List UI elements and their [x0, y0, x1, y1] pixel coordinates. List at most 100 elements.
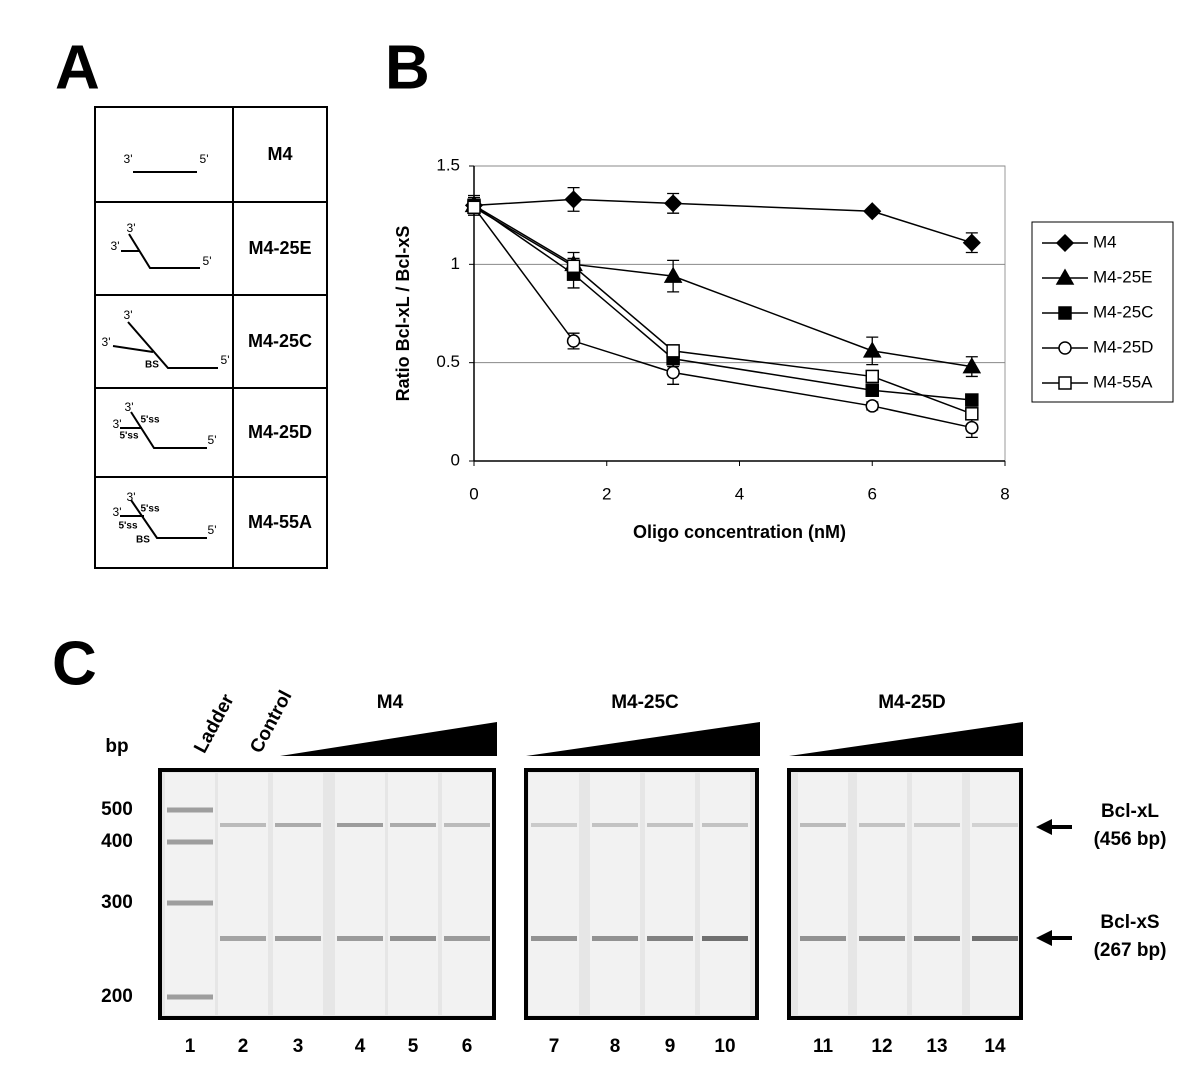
- strand: [130, 499, 207, 539]
- oligo-name: M4-25D: [248, 422, 312, 442]
- lane-number: 3: [293, 1036, 304, 1057]
- marker: [566, 334, 581, 348]
- x-tick-label: 4: [735, 484, 744, 503]
- band: [914, 823, 960, 827]
- legend-label: M4-55A: [1093, 372, 1153, 391]
- lane: [645, 773, 695, 1015]
- band: [647, 936, 693, 941]
- oligo-name: M4-25E: [248, 238, 311, 258]
- strand: [130, 411, 207, 449]
- ladder-band: [167, 900, 213, 906]
- legend-label: M4-25E: [1093, 267, 1153, 286]
- gel-frame: [787, 768, 1023, 1020]
- lane-number: 12: [871, 1036, 892, 1057]
- site-label: 5'ss: [118, 521, 138, 532]
- end-label: 3': [124, 152, 133, 166]
- site-label: 5'ss: [140, 504, 160, 515]
- marker: [467, 200, 481, 215]
- marker: [863, 202, 882, 221]
- lane-header: Control: [246, 687, 296, 756]
- band: [914, 936, 960, 941]
- site-label: 5'ss: [119, 431, 139, 442]
- strand: [127, 321, 218, 369]
- bp-marker: 300: [101, 892, 133, 913]
- band: [275, 823, 321, 827]
- strand: [112, 345, 154, 353]
- end-label: 3': [125, 400, 134, 414]
- band-size: (267 bp): [1094, 940, 1167, 961]
- ladder-band: [167, 807, 213, 813]
- lane-number: 6: [462, 1036, 473, 1057]
- bp-marker: 500: [101, 799, 133, 820]
- series-line: [473, 206, 973, 415]
- marker: [965, 407, 979, 421]
- arrows: [1036, 819, 1072, 946]
- marker: [1058, 306, 1072, 320]
- marker: [1055, 268, 1075, 285]
- marker: [1058, 376, 1072, 390]
- lane: [912, 773, 962, 1015]
- marker: [862, 341, 882, 358]
- marker: [663, 266, 683, 283]
- line-chart: 0 0.5 1 1.5 0 2 4 6 8 Oligo concentration (nM) Rat…: [393, 155, 1174, 542]
- band: [702, 823, 748, 827]
- band-name: Bcl-xL: [1101, 801, 1159, 822]
- series-line: [473, 204, 972, 368]
- legend-box: [1031, 221, 1174, 403]
- panel-label: B: [385, 33, 430, 102]
- band: [444, 936, 490, 941]
- arrow-head: [1036, 819, 1052, 835]
- bp-label: bp: [105, 736, 128, 757]
- lane-number: 1: [185, 1036, 196, 1057]
- marker: [965, 420, 979, 435]
- site-label: 5'ss: [140, 415, 160, 426]
- marker: [865, 369, 879, 384]
- end-label: 3': [113, 417, 122, 431]
- end-label: 3': [127, 221, 136, 235]
- end-label: 3': [111, 239, 120, 253]
- gel-frame: [524, 768, 759, 1020]
- band: [702, 936, 748, 941]
- band: [337, 823, 383, 827]
- arrow-head: [1036, 930, 1052, 946]
- band: [859, 823, 905, 827]
- lane: [970, 773, 1020, 1015]
- lane: [335, 773, 385, 1015]
- marker: [965, 393, 979, 407]
- lane-number: 11: [813, 1036, 834, 1057]
- group-label: M4-25D: [878, 692, 946, 713]
- y-tick-label: 0.5: [436, 352, 460, 371]
- marker: [666, 344, 680, 358]
- lane-number: 14: [984, 1036, 1006, 1057]
- wedge: [789, 722, 1023, 756]
- band: [444, 823, 490, 827]
- marker: [865, 383, 879, 397]
- band: [800, 823, 846, 827]
- marker: [566, 259, 581, 274]
- lane-number: 10: [714, 1036, 735, 1057]
- x-tick-label: 2: [602, 484, 611, 503]
- lane-number: 9: [665, 1036, 676, 1057]
- lane: [388, 773, 438, 1015]
- band: [390, 936, 436, 941]
- oligo-name: M4-25C: [248, 331, 312, 351]
- concentration-wedges: [280, 722, 1023, 756]
- bp-marker: 400: [101, 831, 133, 852]
- lane: [273, 773, 323, 1015]
- table-border: [94, 106, 328, 569]
- series-line: [473, 206, 972, 429]
- site-label: BS: [136, 535, 150, 546]
- site-label: BS: [145, 360, 159, 371]
- band: [972, 823, 1018, 827]
- band: [859, 936, 905, 941]
- x-axis-label: Oligo concentration (nM): [633, 522, 846, 542]
- lane-number: 13: [926, 1036, 947, 1057]
- band: [220, 823, 266, 827]
- oligo-diagrams: [112, 171, 218, 539]
- x-tick-label: 8: [1000, 484, 1009, 503]
- lane-number: 5: [408, 1036, 419, 1057]
- band: [531, 823, 577, 827]
- y-tick-label: 1.5: [436, 155, 460, 174]
- band-name: Bcl-xS: [1100, 912, 1159, 933]
